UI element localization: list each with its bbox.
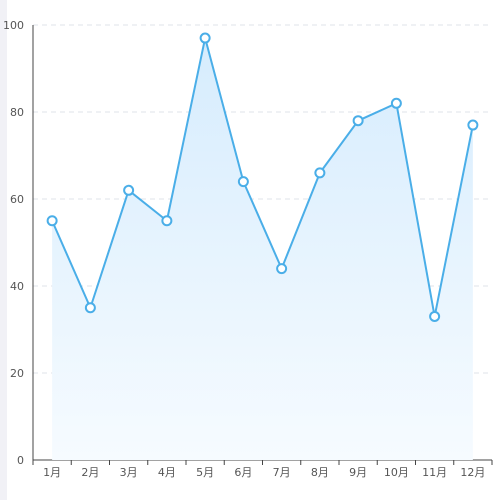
data-point[interactable] bbox=[237, 176, 249, 188]
x-tick-label: 3月 bbox=[120, 466, 138, 479]
data-point[interactable] bbox=[276, 263, 288, 275]
y-tick-label: 100 bbox=[3, 19, 24, 32]
x-tick-labels: 1月 2月 3月 4月 5月 6月 7月 8月 9月 10月 11月 12月 bbox=[43, 466, 485, 479]
series-line-path bbox=[51, 37, 474, 318]
x-tick-label: 11月 bbox=[422, 466, 447, 479]
x-tick-label: 10月 bbox=[384, 466, 409, 479]
y-tick-label: 80 bbox=[10, 106, 24, 119]
y-tick-label: 0 bbox=[17, 454, 24, 467]
data-point[interactable] bbox=[199, 32, 211, 44]
area-fill-path bbox=[52, 38, 473, 461]
series-line bbox=[51, 37, 474, 318]
x-tick-label: 12月 bbox=[460, 466, 485, 479]
x-tick-label: 4月 bbox=[158, 466, 176, 479]
area-fill bbox=[52, 38, 473, 461]
x-tick-label: 1月 bbox=[43, 466, 61, 479]
data-point[interactable] bbox=[467, 119, 479, 131]
x-tick-label: 6月 bbox=[234, 466, 252, 479]
data-point[interactable] bbox=[429, 310, 441, 322]
x-tick-label: 9月 bbox=[349, 466, 367, 479]
data-points bbox=[46, 32, 479, 322]
x-tick-label: 2月 bbox=[81, 466, 99, 479]
data-point[interactable] bbox=[352, 115, 364, 127]
data-point[interactable] bbox=[161, 215, 173, 227]
y-tick-label: 40 bbox=[10, 280, 24, 293]
x-tick-label: 7月 bbox=[273, 466, 291, 479]
left-edge-strip bbox=[0, 0, 7, 500]
x-tick-label: 5月 bbox=[196, 466, 214, 479]
x-tick-label: 8月 bbox=[311, 466, 329, 479]
y-tick-label: 20 bbox=[10, 367, 24, 380]
data-point[interactable] bbox=[84, 302, 96, 314]
data-point[interactable] bbox=[314, 167, 326, 179]
y-tick-label: 60 bbox=[10, 193, 24, 206]
data-point[interactable] bbox=[46, 215, 58, 227]
y-tick-labels: 0 20 40 60 80 100 bbox=[3, 19, 24, 467]
data-point[interactable] bbox=[390, 97, 402, 109]
data-point[interactable] bbox=[123, 184, 135, 196]
